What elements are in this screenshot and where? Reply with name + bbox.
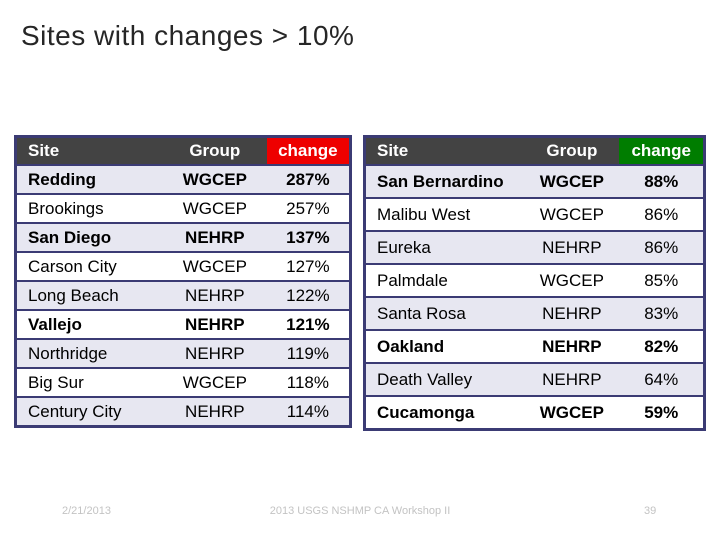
group-cell: NEHRP (162, 280, 267, 311)
group-cell: WGCEP (524, 263, 620, 298)
site-cell: Northridge (15, 338, 163, 369)
table-row: San Diego NEHRP 137% (15, 222, 351, 253)
group-cell: WGCEP (524, 164, 620, 199)
group-cell: NEHRP (162, 396, 267, 428)
change-cell: 119% (266, 338, 351, 369)
site-column-header: Site (15, 135, 163, 166)
sites-change-table-right: Site Group change San Bernardino WGCEP 88% Mal… (363, 135, 706, 431)
group-cell: NEHRP (524, 362, 620, 397)
table-row: San Bernardino WGCEP 88% (364, 164, 705, 199)
group-cell: WGCEP (524, 197, 620, 232)
change-cell: 88% (619, 164, 705, 199)
sites-change-table-left: Site Group change Redding WGCEP 287% Brookings… (14, 135, 352, 428)
change-column-header: change (266, 135, 351, 166)
change-cell: 83% (619, 296, 705, 331)
table-row: Vallejo NEHRP 121% (15, 309, 351, 340)
table-row: Carson City WGCEP 127% (15, 251, 351, 282)
group-cell: NEHRP (524, 329, 620, 364)
site-cell: San Bernardino (364, 164, 525, 199)
site-cell: Santa Rosa (364, 296, 525, 331)
group-cell: WGCEP (162, 367, 267, 398)
group-cell: NEHRP (162, 309, 267, 340)
group-cell: NEHRP (524, 296, 620, 331)
table-header-row: Site Group change (364, 135, 705, 166)
site-cell: Redding (15, 164, 163, 195)
slide-footer: 2/21/2013 2013 USGS NSHMP CA Workshop II… (0, 503, 720, 523)
change-cell: 86% (619, 230, 705, 265)
table-header-row: Site Group change (15, 135, 351, 166)
change-cell: 121% (266, 309, 351, 340)
group-cell: NEHRP (524, 230, 620, 265)
change-cell: 287% (266, 164, 351, 195)
table-row: Cucamonga WGCEP 59% (364, 395, 705, 431)
site-cell: Carson City (15, 251, 163, 282)
site-cell: Oakland (364, 329, 525, 364)
footer-date: 2/21/2013 (62, 505, 111, 517)
footer-workshop: 2013 USGS NSHMP CA Workshop II (269, 505, 451, 517)
table-row: Death Valley NEHRP 64% (364, 362, 705, 397)
footer-page-number: 39 (644, 505, 657, 517)
group-column-header: Group (524, 135, 620, 166)
table-row: Century City NEHRP 114% (15, 396, 351, 428)
change-cell: 86% (619, 197, 705, 232)
table-row: Redding WGCEP 287% (15, 164, 351, 195)
site-cell: Brookings (15, 193, 163, 224)
table-row: Santa Rosa NEHRP 83% (364, 296, 705, 331)
change-cell: 137% (266, 222, 351, 253)
site-cell: Malibu West (364, 197, 525, 232)
change-cell: 85% (619, 263, 705, 298)
group-column-header: Group (162, 135, 267, 166)
site-cell: Long Beach (15, 280, 163, 311)
table-row: Long Beach NEHRP 122% (15, 280, 351, 311)
site-cell: Cucamonga (364, 395, 525, 431)
table-row: Northridge NEHRP 119% (15, 338, 351, 369)
change-cell: 122% (266, 280, 351, 311)
table-row: Malibu West WGCEP 86% (364, 197, 705, 232)
change-cell: 64% (619, 362, 705, 397)
site-column-header: Site (364, 135, 525, 166)
site-cell: Palmdale (364, 263, 525, 298)
table-row: Eureka NEHRP 86% (364, 230, 705, 265)
site-cell: San Diego (15, 222, 163, 253)
change-cell: 82% (619, 329, 705, 364)
change-cell: 118% (266, 367, 351, 398)
site-cell: Century City (15, 396, 163, 428)
change-cell: 257% (266, 193, 351, 224)
change-cell: 114% (266, 396, 351, 428)
group-cell: NEHRP (162, 222, 267, 253)
group-cell: WGCEP (162, 164, 267, 195)
table-row: Palmdale WGCEP 85% (364, 263, 705, 298)
group-cell: NEHRP (162, 338, 267, 369)
change-cell: 59% (619, 395, 705, 431)
site-cell: Big Sur (15, 367, 163, 398)
slide-title: Sites with changes > 10% (21, 20, 355, 51)
group-cell: WGCEP (524, 395, 620, 431)
table-row: Oakland NEHRP 82% (364, 329, 705, 364)
change-cell: 127% (266, 251, 351, 282)
table-row: Brookings WGCEP 257% (15, 193, 351, 224)
table-row: Big Sur WGCEP 118% (15, 367, 351, 398)
change-column-header: change (619, 135, 705, 166)
site-cell: Eureka (364, 230, 525, 265)
site-cell: Death Valley (364, 362, 525, 397)
group-cell: WGCEP (162, 193, 267, 224)
group-cell: WGCEP (162, 251, 267, 282)
site-cell: Vallejo (15, 309, 163, 340)
